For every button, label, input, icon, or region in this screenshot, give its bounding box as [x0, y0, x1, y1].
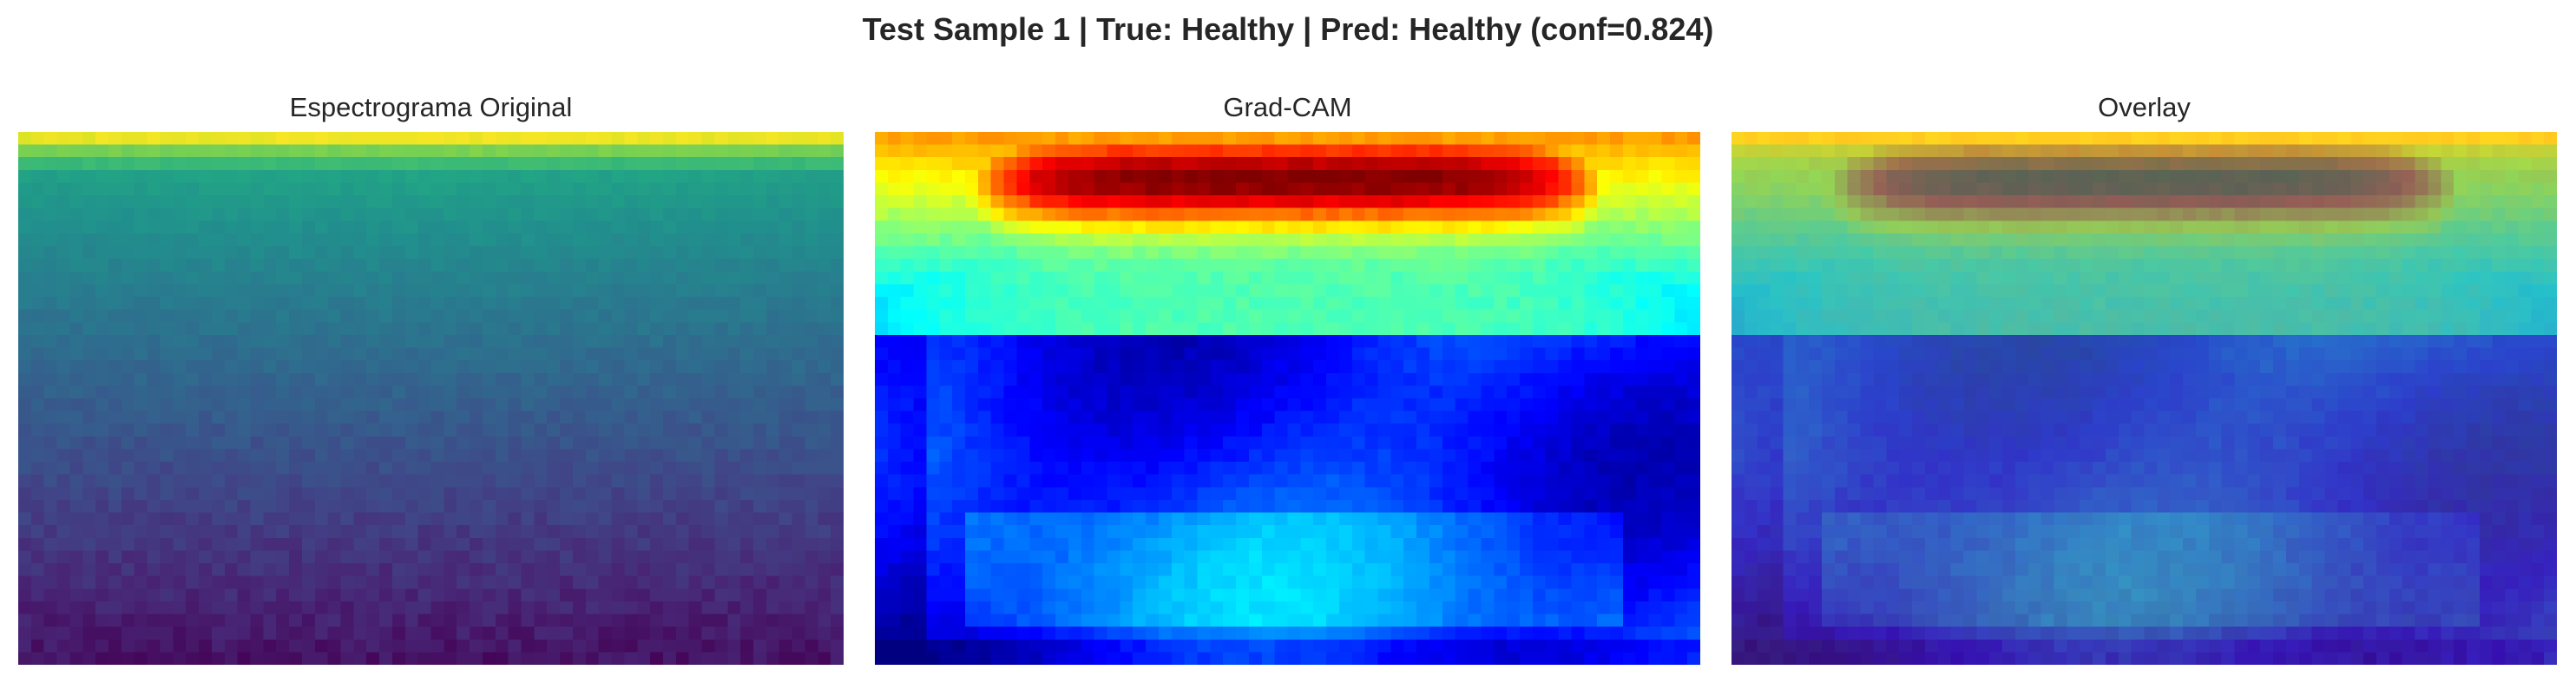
spectrogram-image: [18, 132, 844, 665]
overlay-heatmap: [1732, 132, 2557, 665]
overlay-image: [1732, 132, 2557, 665]
gradcam-heatmap: [875, 132, 1700, 665]
panel-title-overlay: Overlay: [2098, 92, 2191, 122]
panel-title-gradcam: Grad-CAM: [1223, 92, 1352, 122]
gradcam-image: [875, 132, 1700, 665]
figure-title: Test Sample 1 | True: Healthy | Pred: He…: [862, 11, 1714, 47]
spectrogram-heatmap: [18, 132, 844, 665]
panel-title-spectrogram: Espectrograma Original: [289, 92, 573, 122]
